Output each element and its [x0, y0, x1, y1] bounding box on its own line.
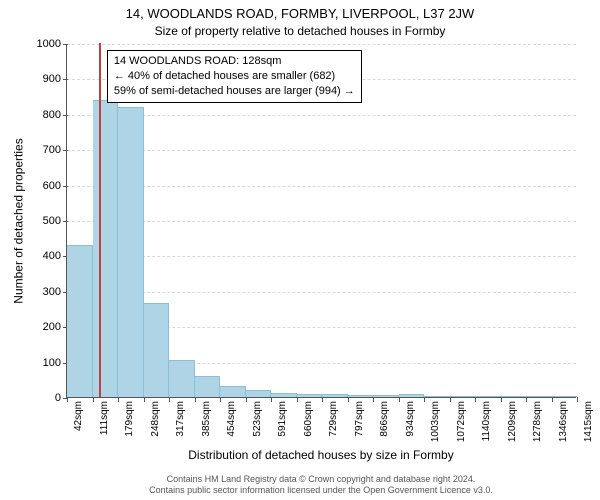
- x-tick-mark: [93, 397, 94, 402]
- x-tick-label: 523sqm: [250, 401, 263, 437]
- x-tick-mark: [118, 397, 119, 402]
- gridline: [67, 44, 576, 45]
- x-tick-mark: [195, 397, 196, 402]
- x-tick-label: 248sqm: [148, 401, 161, 437]
- x-axis-label: Distribution of detached houses by size …: [66, 448, 576, 462]
- x-tick-label: 42sqm: [71, 401, 84, 431]
- y-tick-label: 200: [21, 321, 67, 333]
- histogram-bar: [67, 245, 93, 397]
- footer-line-2: Contains public sector information licen…: [66, 485, 576, 496]
- info-box-line: ← 40% of detached houses are smaller (68…: [114, 69, 355, 84]
- chart-title-main: 14, WOODLANDS ROAD, FORMBY, LIVERPOOL, L…: [0, 6, 600, 21]
- histogram-bar: [169, 360, 195, 397]
- histogram-bar: [220, 386, 246, 397]
- y-tick-label: 600: [21, 180, 67, 192]
- y-tick-label: 0: [21, 392, 67, 404]
- y-tick-label: 900: [21, 73, 67, 85]
- histogram-bar: [144, 303, 170, 397]
- x-tick-mark: [526, 397, 527, 402]
- histogram-bar: [501, 396, 527, 397]
- plot-area: 0100200300400500600700800900100042sqm111…: [66, 44, 576, 398]
- x-tick-label: 317sqm: [173, 401, 186, 437]
- x-tick-label: 866sqm: [377, 401, 390, 437]
- histogram-bar: [450, 396, 476, 397]
- histogram-bar: [271, 393, 297, 397]
- y-tick-label: 1000: [21, 38, 67, 50]
- x-tick-label: 591sqm: [275, 401, 288, 437]
- histogram-bar: [552, 396, 578, 397]
- x-tick-label: 179sqm: [122, 401, 135, 437]
- x-tick-label: 1346sqm: [556, 401, 569, 442]
- info-box-line: 14 WOODLANDS ROAD: 128sqm: [114, 54, 355, 69]
- y-tick-label: 400: [21, 250, 67, 262]
- histogram-bar: [118, 107, 144, 397]
- x-tick-label: 1003sqm: [428, 401, 441, 442]
- info-box: 14 WOODLANDS ROAD: 128sqm← 40% of detach…: [107, 50, 362, 103]
- x-tick-label: 454sqm: [224, 401, 237, 437]
- y-tick-label: 300: [21, 286, 67, 298]
- x-tick-label: 1072sqm: [454, 401, 467, 442]
- x-tick-mark: [399, 397, 400, 402]
- x-tick-mark: [220, 397, 221, 402]
- x-tick-mark: [501, 397, 502, 402]
- x-tick-mark: [373, 397, 374, 402]
- x-tick-label: 729sqm: [326, 401, 339, 437]
- x-tick-mark: [475, 397, 476, 402]
- histogram-bar: [195, 376, 221, 397]
- x-tick-label: 1140sqm: [479, 401, 492, 441]
- x-tick-label: 111sqm: [97, 401, 110, 435]
- histogram-bar: [526, 396, 552, 397]
- x-tick-mark: [271, 397, 272, 402]
- info-box-line: 59% of semi-detached houses are larger (…: [114, 84, 355, 99]
- x-tick-label: 797sqm: [352, 401, 365, 437]
- x-tick-label: 1278sqm: [530, 401, 543, 442]
- histogram-bar: [322, 394, 348, 397]
- x-tick-label: 660sqm: [301, 401, 314, 437]
- x-tick-mark: [297, 397, 298, 402]
- x-tick-label: 385sqm: [199, 401, 212, 437]
- histogram-bar: [246, 390, 272, 397]
- histogram-bar: [348, 395, 374, 397]
- x-tick-label: 1209sqm: [505, 401, 518, 442]
- y-tick-label: 100: [21, 357, 67, 369]
- histogram-bar: [297, 394, 323, 397]
- chart-title-sub: Size of property relative to detached ho…: [0, 24, 600, 38]
- x-tick-mark: [246, 397, 247, 402]
- x-tick-label: 934sqm: [403, 401, 416, 437]
- property-marker-line: [99, 43, 101, 397]
- chart-container: 14, WOODLANDS ROAD, FORMBY, LIVERPOOL, L…: [0, 0, 600, 500]
- histogram-bar: [424, 396, 450, 397]
- footer-attribution: Contains HM Land Registry data © Crown c…: [66, 474, 576, 497]
- x-tick-mark: [450, 397, 451, 402]
- x-tick-label: 1415sqm: [581, 401, 594, 442]
- x-tick-mark: [577, 397, 578, 402]
- footer-line-1: Contains HM Land Registry data © Crown c…: [66, 474, 576, 485]
- y-tick-label: 500: [21, 215, 67, 227]
- x-tick-mark: [67, 397, 68, 402]
- y-tick-label: 700: [21, 144, 67, 156]
- x-tick-mark: [552, 397, 553, 402]
- histogram-bar: [475, 396, 501, 397]
- x-tick-mark: [348, 397, 349, 402]
- x-tick-mark: [322, 397, 323, 402]
- histogram-bar: [93, 100, 119, 397]
- x-tick-mark: [169, 397, 170, 402]
- y-tick-label: 800: [21, 109, 67, 121]
- histogram-bar: [373, 395, 399, 397]
- histogram-bar: [399, 394, 425, 397]
- x-tick-mark: [424, 397, 425, 402]
- x-tick-mark: [144, 397, 145, 402]
